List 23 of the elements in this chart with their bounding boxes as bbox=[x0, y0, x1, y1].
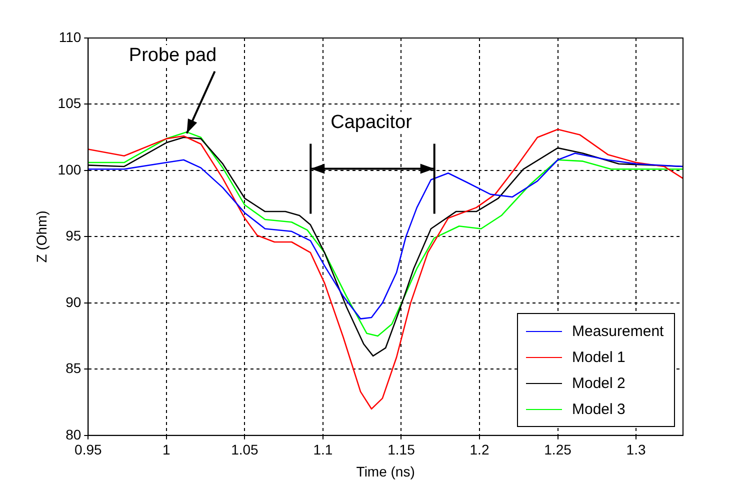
y-tick-label: 85 bbox=[66, 360, 82, 376]
x-tick-label: 1.05 bbox=[231, 442, 259, 458]
x-tick-label: 1.3 bbox=[626, 442, 646, 458]
y-tick-label: 110 bbox=[58, 28, 82, 45]
legend-label: Model 1 bbox=[572, 348, 626, 366]
y-tick-label: 95 bbox=[66, 228, 82, 244]
x-tick-label: 0.95 bbox=[74, 442, 102, 458]
y-tick-label: 80 bbox=[66, 426, 82, 442]
annotation: Probe pad bbox=[126, 45, 219, 68]
y-tick-label: 90 bbox=[66, 294, 82, 310]
x-tick-label: 1.2 bbox=[470, 442, 490, 458]
x-axis-title: Time (ns) bbox=[356, 463, 415, 480]
y-tick-label: 100 bbox=[58, 161, 82, 178]
legend-label: Measurement bbox=[572, 322, 664, 340]
y-axis-title: Z (Ohm) bbox=[33, 210, 50, 263]
x-tick-label: 1.15 bbox=[388, 442, 416, 458]
x-tick-label: 1.1 bbox=[313, 442, 333, 458]
legend-label: Model 2 bbox=[572, 374, 626, 392]
x-tick-label: 1.25 bbox=[544, 442, 572, 458]
legend-label: Model 3 bbox=[572, 400, 626, 418]
y-tick-label: 105 bbox=[58, 95, 82, 112]
x-tick-label: 1 bbox=[162, 442, 171, 458]
annotation: Capacitor bbox=[328, 112, 414, 134]
